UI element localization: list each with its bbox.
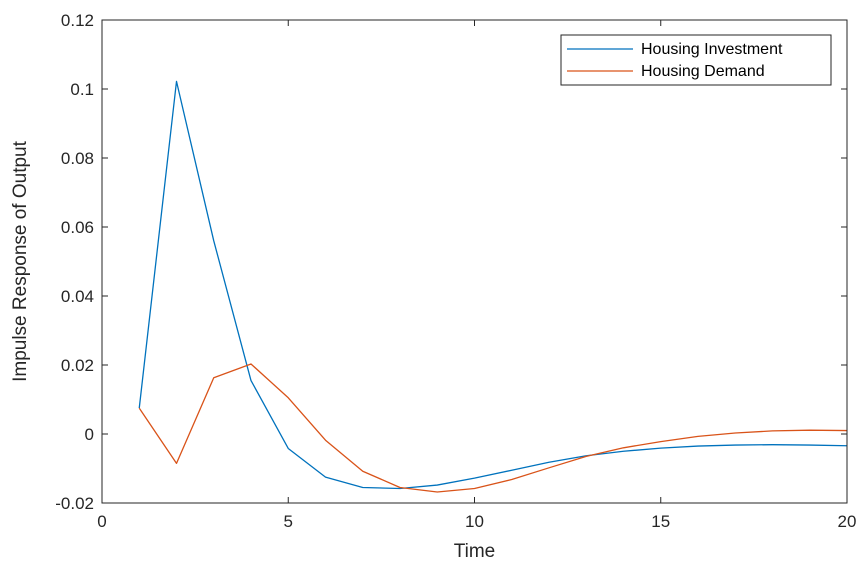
legend-label-housing-demand: Housing Demand <box>641 63 765 80</box>
series-line-housing-investment <box>138 80 848 490</box>
y-axis-label: Impulse Response of Output <box>10 140 31 382</box>
x-tick-label: 5 <box>284 512 293 531</box>
legend-label-housing-investment: Housing Investment <box>641 41 783 58</box>
legend: Housing Investment Housing Demand <box>560 34 832 86</box>
x-tick-label: 0 <box>97 512 106 531</box>
x-tick-label: 10 <box>465 512 484 531</box>
y-tick-label: 0.02 <box>61 356 94 375</box>
y-tick-label: 0.08 <box>61 149 94 168</box>
series-line-housing-demand <box>138 363 848 493</box>
plot-area <box>102 20 847 503</box>
legend-box <box>560 34 832 86</box>
y-tick-label: 0.12 <box>61 11 94 30</box>
plot-background <box>102 20 847 503</box>
y-tick-label: 0 <box>85 425 94 444</box>
x-axis-label: Time <box>454 541 496 561</box>
x-tick-label: 15 <box>651 512 670 531</box>
y-tick-label: 0.04 <box>61 287 94 306</box>
y-tick-label: -0.02 <box>55 494 94 513</box>
y-tick-label: 0.1 <box>70 80 94 99</box>
x-tick-label: 20 <box>838 512 857 531</box>
series-layer <box>138 80 848 493</box>
y-tick-label: 0.06 <box>61 218 94 237</box>
